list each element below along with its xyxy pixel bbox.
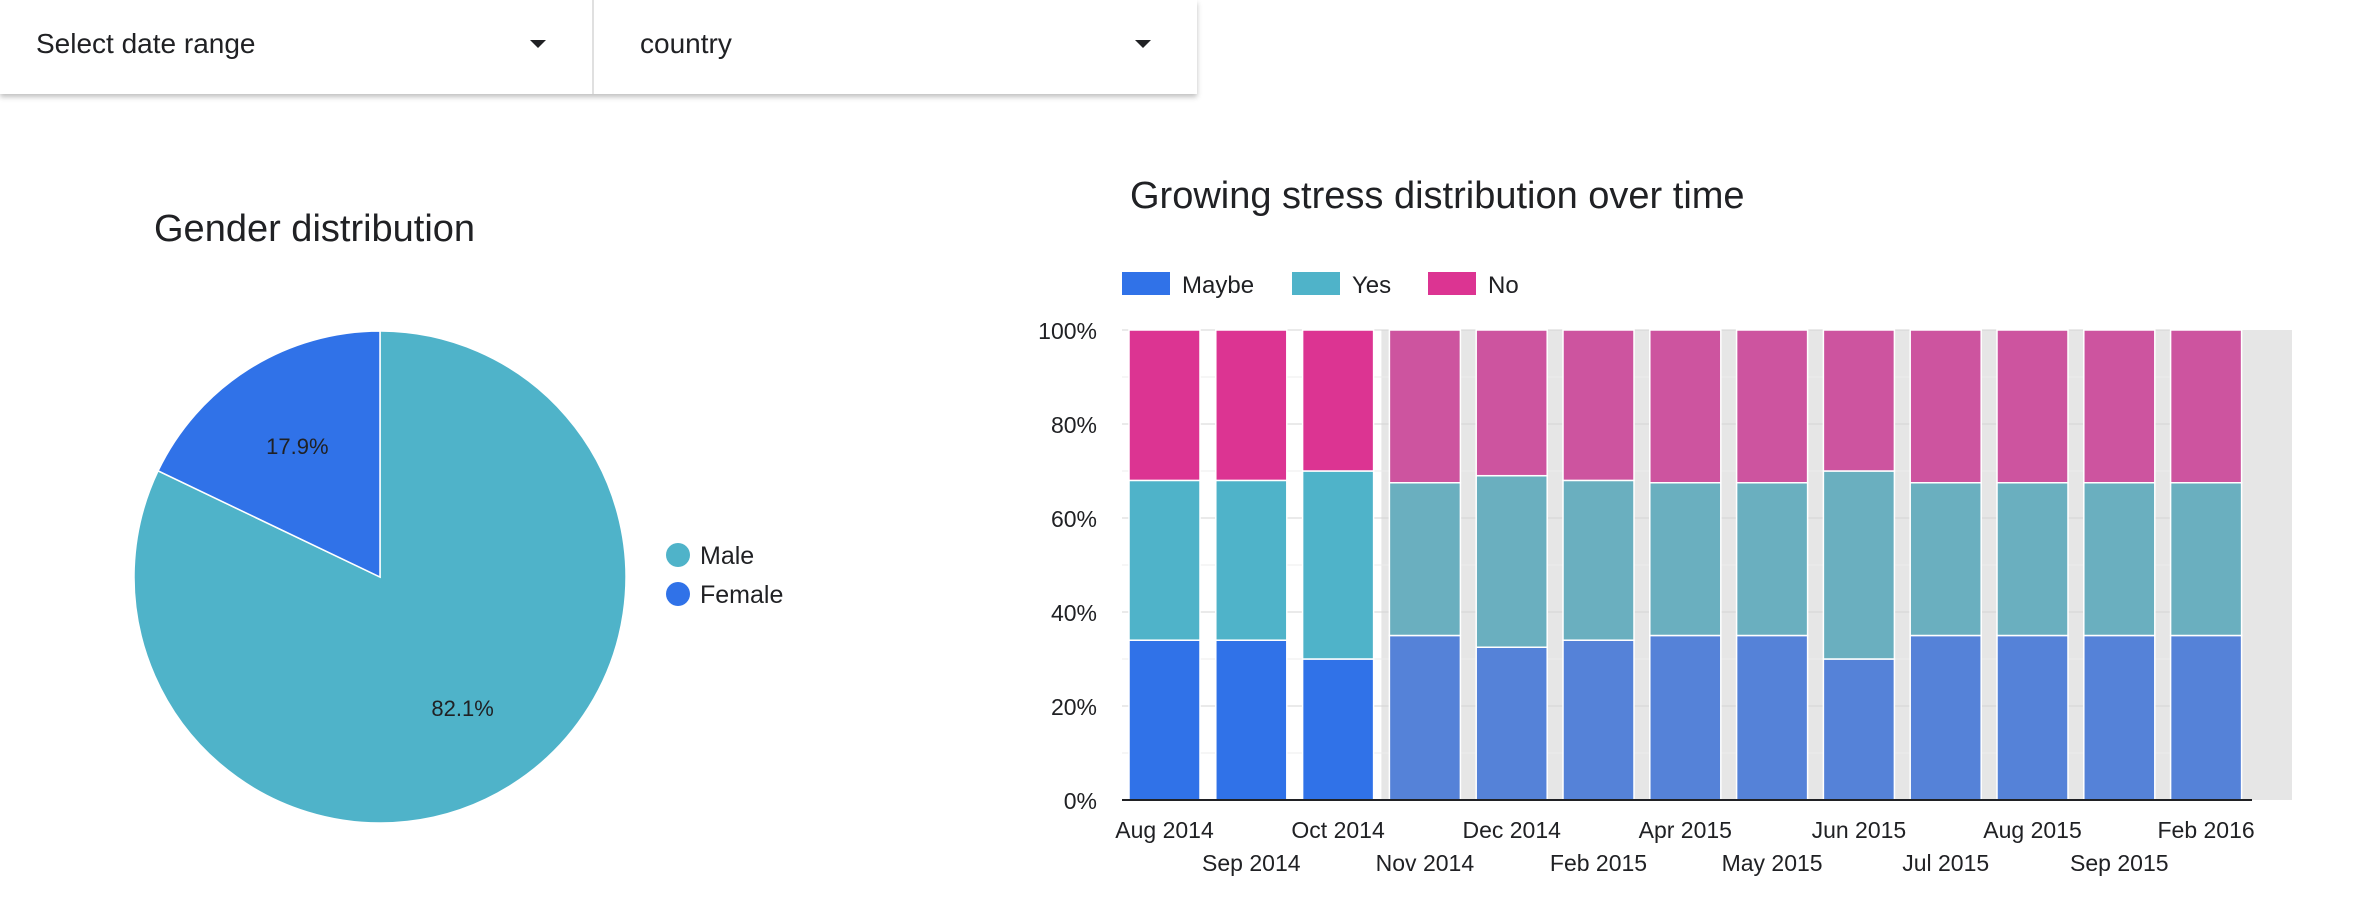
bar-segment-yes[interactable]	[1909, 482, 1982, 637]
bar-segment-yes[interactable]	[1562, 479, 1635, 641]
date-range-filter-label: Select date range	[36, 28, 256, 59]
bar-segment-no[interactable]	[1909, 329, 1982, 484]
bar-segment-maybe[interactable]	[1128, 639, 1201, 801]
bar-segment-yes[interactable]	[1735, 482, 1809, 637]
bar-segment-no[interactable]	[1562, 329, 1635, 482]
bar-segment-no[interactable]	[1388, 329, 1462, 484]
bar-segment-no[interactable]	[1735, 329, 1809, 484]
x-tick-label: Nov 2014	[1376, 850, 1475, 876]
x-tick-label: May 2015	[1722, 850, 1823, 876]
bar-segment-yes[interactable]	[1128, 479, 1201, 641]
legend-label-no[interactable]: No	[1488, 272, 1519, 299]
country-filter[interactable]: country	[592, 0, 1197, 94]
legend-label-female[interactable]: Female	[700, 581, 783, 609]
x-tick-label: Apr 2015	[1639, 817, 1732, 843]
bar-segment-maybe[interactable]	[1996, 634, 2069, 801]
x-tick-label: Jun 2015	[1812, 817, 1907, 843]
x-tick-label: Feb 2015	[1550, 850, 1647, 876]
x-tick-label: Feb 2016	[2157, 817, 2254, 843]
bar-segment-yes[interactable]	[1475, 474, 1548, 649]
bar-segment-no[interactable]	[1475, 329, 1548, 477]
bar-segment-no[interactable]	[2083, 329, 2156, 484]
bar-segment-yes[interactable]	[1301, 470, 1375, 660]
legend-swatch-yes	[1292, 272, 1340, 295]
x-tick-label: Aug 2014	[1115, 817, 1214, 843]
bar-segment-maybe[interactable]	[2169, 634, 2243, 801]
bar-segment-yes[interactable]	[1215, 479, 1288, 641]
y-tick-label: 80%	[1051, 412, 1097, 438]
bar-segment-maybe[interactable]	[1822, 658, 1896, 801]
pie-chart: 82.1% 17.9% Male Female	[133, 330, 783, 824]
bar-segment-maybe[interactable]	[1649, 634, 1722, 801]
bar-segment-no[interactable]	[1128, 329, 1201, 482]
bar-segment-no[interactable]	[1301, 329, 1375, 472]
legend-swatch-female	[666, 582, 690, 606]
bar-segment-maybe[interactable]	[1215, 639, 1288, 801]
bar-segment-yes[interactable]	[1822, 470, 1896, 660]
bar-segment-yes[interactable]	[2083, 482, 2156, 637]
y-tick-label: 100%	[1038, 318, 1097, 344]
bar-segment-maybe[interactable]	[1909, 634, 1982, 801]
bar-segment-maybe[interactable]	[2083, 634, 2156, 801]
bar-segment-maybe[interactable]	[1475, 646, 1548, 801]
bar-segment-no[interactable]	[1649, 329, 1722, 484]
bar-segment-no[interactable]	[1822, 329, 1896, 472]
bar-segment-yes[interactable]	[1996, 482, 2069, 637]
y-tick-label: 0%	[1064, 788, 1097, 814]
legend-label-yes[interactable]: Yes	[1352, 272, 1391, 299]
y-tick-label: 20%	[1051, 694, 1097, 720]
bar-segment-maybe[interactable]	[1735, 634, 1809, 801]
bar-segment-maybe[interactable]	[1388, 634, 1462, 801]
pie-slice-label: 17.9%	[266, 434, 328, 459]
bar-segment-maybe[interactable]	[1301, 658, 1375, 801]
caret-down-icon[interactable]	[530, 40, 546, 48]
bar-segment-maybe[interactable]	[1562, 639, 1635, 801]
caret-down-icon[interactable]	[1135, 40, 1151, 48]
country-filter-label: country	[640, 28, 732, 59]
legend-swatch-maybe	[1122, 272, 1170, 295]
bar-segment-no[interactable]	[2169, 329, 2243, 484]
legend-swatch-no	[1428, 272, 1476, 295]
pie-slice-label: 82.1%	[431, 696, 493, 721]
bar-segment-no[interactable]	[1215, 329, 1288, 482]
pie-chart-title: Gender distribution	[154, 208, 476, 250]
x-tick-label: Dec 2014	[1462, 817, 1561, 843]
y-tick-label: 40%	[1051, 600, 1097, 626]
bar-segment-yes[interactable]	[1388, 482, 1462, 637]
legend-label-maybe[interactable]: Maybe	[1182, 272, 1254, 299]
date-range-filter[interactable]: Select date range	[0, 0, 592, 94]
bar-chart-title: Growing stress distribution over time	[1130, 175, 1745, 217]
bar-segment-no[interactable]	[1996, 329, 2069, 484]
y-tick-label: 60%	[1051, 506, 1097, 532]
x-tick-label: Oct 2014	[1291, 817, 1385, 843]
legend-label-male[interactable]: Male	[700, 542, 754, 570]
x-tick-label: Jul 2015	[1902, 850, 1989, 876]
x-tick-label: Sep 2014	[1202, 850, 1301, 876]
x-tick-label: Sep 2015	[2070, 850, 2168, 876]
bar-segment-yes[interactable]	[2169, 482, 2243, 637]
pie-slice-female[interactable]	[157, 330, 381, 579]
filter-bar: Select date range country	[0, 0, 1197, 94]
legend-swatch-male	[666, 543, 690, 567]
x-tick-label: Aug 2015	[1983, 817, 2081, 843]
bar-segment-yes[interactable]	[1649, 482, 1722, 637]
